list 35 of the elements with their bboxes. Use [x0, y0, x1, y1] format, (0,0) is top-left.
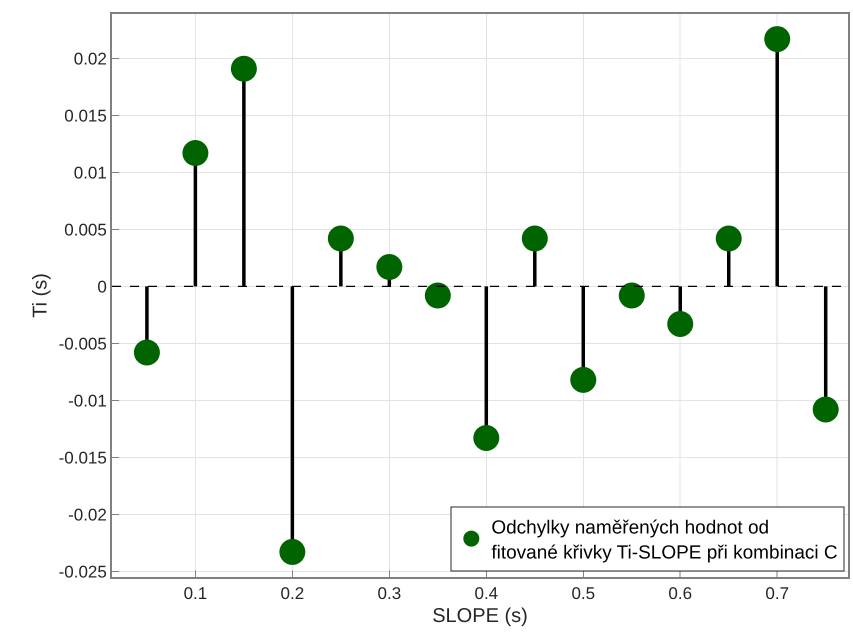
y-tick-label: -0.02 [68, 505, 107, 524]
point [764, 26, 790, 52]
x-tick-label: 0.2 [280, 584, 304, 604]
y-tick-label: -0.015 [58, 448, 107, 468]
point [279, 538, 306, 565]
point [667, 310, 694, 337]
x-tick-label: 0.4 [474, 584, 498, 604]
y-tick-label: -0.025 [58, 562, 107, 582]
point [812, 396, 839, 422]
y-tick-label: 0.015 [64, 106, 107, 126]
y-tick-label: 0.02 [74, 49, 107, 68]
point [134, 339, 160, 366]
point [376, 254, 402, 280]
point [230, 56, 257, 82]
y-tick-label: -0.005 [58, 334, 107, 354]
x-tick-label: 0.1 [184, 584, 208, 604]
x-tick-label: 0.5 [571, 584, 596, 604]
x-tick-label: 0.6 [668, 584, 692, 604]
point [570, 366, 596, 393]
y-tick-label: 0.01 [74, 163, 107, 182]
point [522, 226, 548, 252]
y-tick-label: 0 [97, 277, 107, 296]
legend-label: Odchylky naměřených hodnot od fitované křivky Ti-SLOPE při kombinaci C [491, 518, 838, 564]
point [716, 226, 742, 252]
x-axis-title: SLOPE (s) [432, 605, 528, 628]
y-tick-label: 0.005 [64, 220, 107, 240]
y-tick-label: -0.01 [68, 391, 107, 410]
point [328, 226, 354, 252]
y-axis-title: Ti (s) [30, 273, 52, 318]
point [473, 424, 500, 451]
point [182, 140, 208, 166]
x-tick-label: 0.7 [765, 584, 790, 604]
x-tick-label: 0.3 [378, 584, 402, 604]
point [618, 282, 645, 308]
point [424, 282, 451, 308]
